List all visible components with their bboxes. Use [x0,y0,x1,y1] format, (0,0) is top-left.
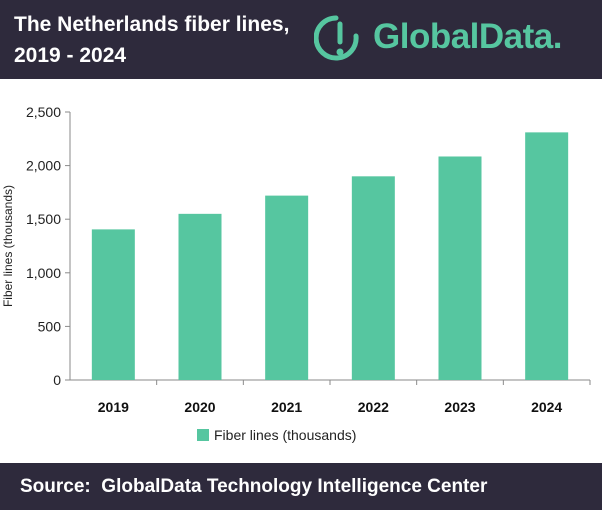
y-tick-label: 2,500 [26,104,61,120]
y-tick-label: 0 [53,372,61,388]
bar-2021 [265,195,309,380]
globaldata-logo: GlobalData. [310,12,595,62]
x-tick-label: 2024 [531,399,562,415]
y-tick-label: 1,500 [26,211,61,227]
y-axis-label: Fiber lines (thousands) [1,185,15,307]
y-tick-label: 2,000 [26,158,61,174]
source-note: Source: GlobalData Technology Intelligen… [20,476,488,497]
chart-bars [91,132,569,380]
y-tick-label: 1,000 [26,265,61,281]
chart-title-line-1: The Netherlands fiber lines, [14,13,290,36]
chart-title-line-2: 2019 - 2024 [14,44,127,67]
x-tick-label: 2023 [444,399,475,415]
chart-title: The Netherlands fiber lines, 2019 - 2024 [14,9,314,71]
x-tick-label: 2022 [358,399,389,415]
logo-wordmark: GlobalData. [373,17,562,56]
bar-2019 [91,229,135,380]
chart-legend: Fiber lines (thousands) [197,427,356,443]
legend-label: Fiber lines (thousands) [214,427,356,443]
bar-chart: 0 500 1,000 1,500 2,000 2,500 Fiber lines (tho… [1,104,591,443]
bar-2024 [525,132,569,380]
chart-axes: 0 500 1,000 1,500 2,000 2,500 Fiber lines (tho… [1,104,591,415]
bar-2022 [351,176,395,380]
y-tick-label: 500 [38,318,62,334]
x-tick-label: 2019 [98,399,129,415]
legend-swatch [197,429,209,441]
x-tick-label: 2020 [184,399,215,415]
header-banner: The Netherlands fiber lines, 2019 - 2024… [0,0,602,79]
bar-2020 [178,213,222,380]
footer-banner: Source: GlobalData Technology Intelligen… [0,463,602,510]
x-tick-label: 2021 [271,399,302,415]
bar-2023 [438,156,482,380]
globaldata-logo-icon [314,15,359,61]
